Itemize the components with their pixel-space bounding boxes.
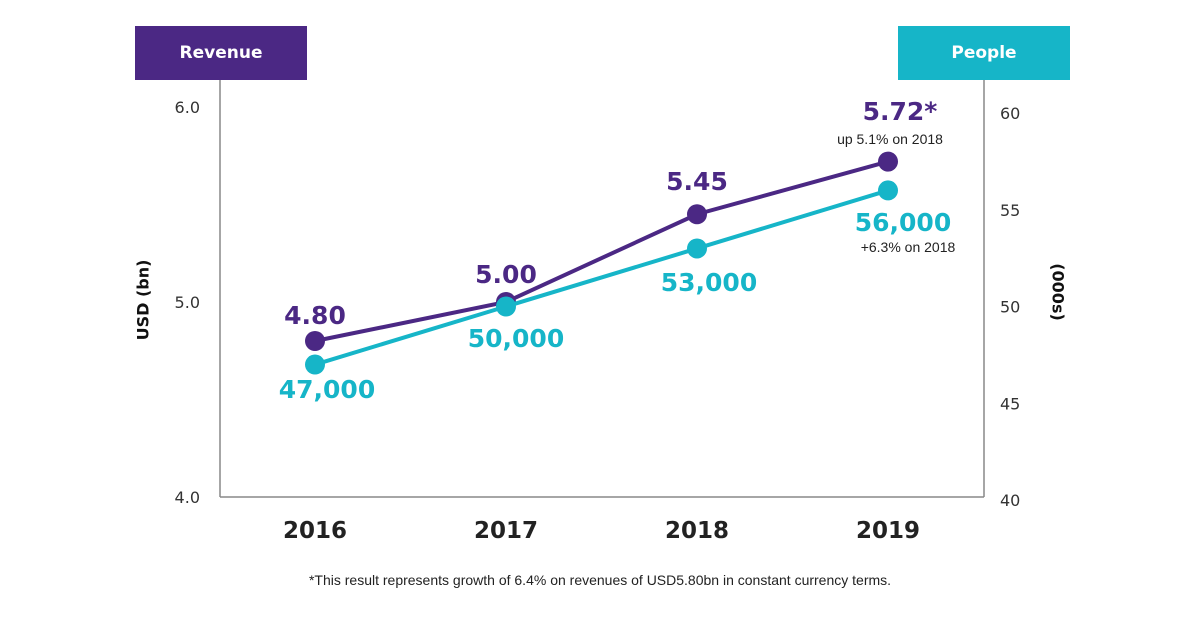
revenue-point bbox=[687, 204, 707, 225]
people-data-label: 56,000 bbox=[855, 208, 951, 237]
people-point bbox=[305, 354, 325, 375]
revenue-line bbox=[314, 159, 889, 343]
people-point bbox=[687, 238, 707, 259]
right-tick-label: 60 bbox=[1000, 104, 1020, 123]
revenue-point bbox=[878, 151, 898, 172]
x-tick-label: 2017 bbox=[474, 518, 538, 544]
people-point bbox=[878, 180, 898, 201]
people-data-label: 53,000 bbox=[661, 268, 757, 297]
revenue-point bbox=[305, 331, 325, 351]
revenue-data-label: 5.00 bbox=[475, 260, 537, 289]
revenue-data-label: 5.72* bbox=[863, 97, 938, 126]
left-tick-label: 4.0 bbox=[175, 488, 200, 507]
people-line bbox=[314, 188, 889, 367]
revenue-data-label: 5.45 bbox=[666, 167, 728, 196]
x-tick-label: 2018 bbox=[665, 518, 729, 544]
people-data-label: 47,000 bbox=[279, 375, 375, 404]
right-tick-label: 45 bbox=[1000, 394, 1020, 413]
x-tick-label: 2019 bbox=[856, 518, 920, 544]
revenue-legend-tag: Revenue bbox=[135, 26, 307, 80]
people-legend-tag: People bbox=[898, 26, 1070, 80]
x-tick-label: 2016 bbox=[283, 518, 347, 544]
left-tick-label: 5.0 bbox=[175, 293, 200, 312]
revenue-annotation: up 5.1% on 2018 bbox=[837, 131, 943, 147]
left-tick-label: 6.0 bbox=[175, 98, 200, 117]
right-tick-label: 55 bbox=[1000, 201, 1020, 220]
right-tick-label: 50 bbox=[1000, 298, 1020, 317]
people-point bbox=[496, 296, 516, 317]
people-data-label: 50,000 bbox=[468, 324, 564, 353]
revenue-data-label: 4.80 bbox=[284, 301, 346, 330]
footnote: *This result represents growth of 6.4% o… bbox=[308, 572, 892, 588]
right-tick-label: 40 bbox=[1000, 491, 1020, 510]
people-annotation: +6.3% on 2018 bbox=[861, 239, 956, 255]
